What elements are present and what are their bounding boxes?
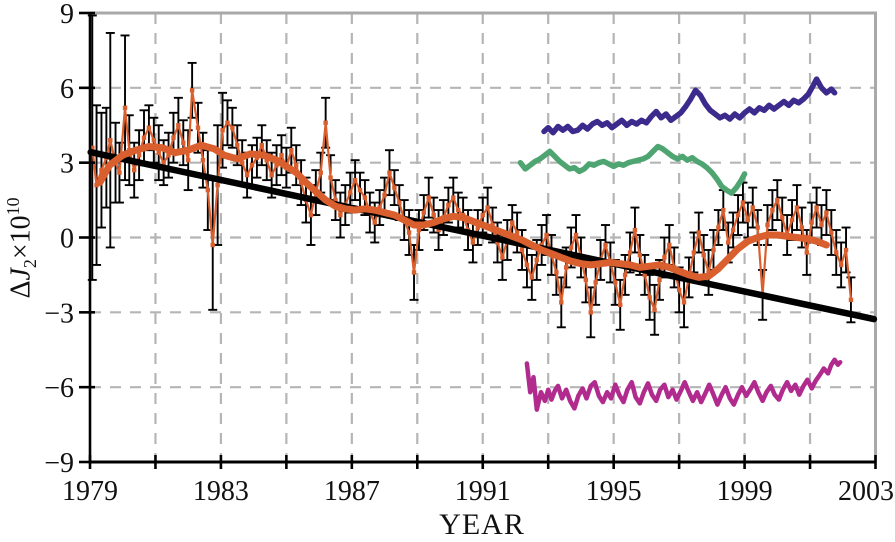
plot-frame (90, 11, 877, 462)
j2-smoothed (96, 141, 830, 281)
x-tick-label: 1995 (586, 476, 642, 507)
y-tick-label: 9 (60, 0, 74, 30)
series-green (517, 143, 748, 196)
x-axis-ticks: 1979 1983 1987 1991 1995 1999 2003 (62, 455, 894, 507)
x-tick-label: 1987 (324, 476, 380, 507)
x-tick-label: 2003 (838, 476, 894, 507)
delta-symbol: Δ (5, 280, 37, 299)
x-tick-label: 1991 (455, 476, 511, 507)
y-axis-title: ΔJ2×1010 (3, 197, 41, 298)
j-symbol: J (5, 268, 37, 281)
y-tick-label: −3 (44, 298, 74, 329)
j-subscript: 2 (19, 259, 40, 269)
y-axis-ticks: 9 6 3 0 −3 −6 −9 (44, 0, 95, 479)
series-magenta (524, 357, 843, 412)
j2-secular-trend (87, 148, 878, 323)
y-tick-label: −9 (44, 448, 74, 479)
y-tick-label: 6 (60, 74, 74, 105)
y-tick-label: −6 (44, 373, 74, 404)
y-tick-label: 0 (60, 224, 74, 255)
exponent: 10 (3, 197, 24, 216)
x-tick-label: 1983 (193, 476, 249, 507)
y-tick-label: 3 (60, 149, 74, 180)
series-blue (541, 76, 838, 136)
times-ten: ×10 (5, 215, 37, 260)
x-tick-label: 1979 (62, 476, 118, 507)
x-axis-title: YEAR (439, 508, 525, 541)
x-tick-label: 1999 (717, 476, 773, 507)
